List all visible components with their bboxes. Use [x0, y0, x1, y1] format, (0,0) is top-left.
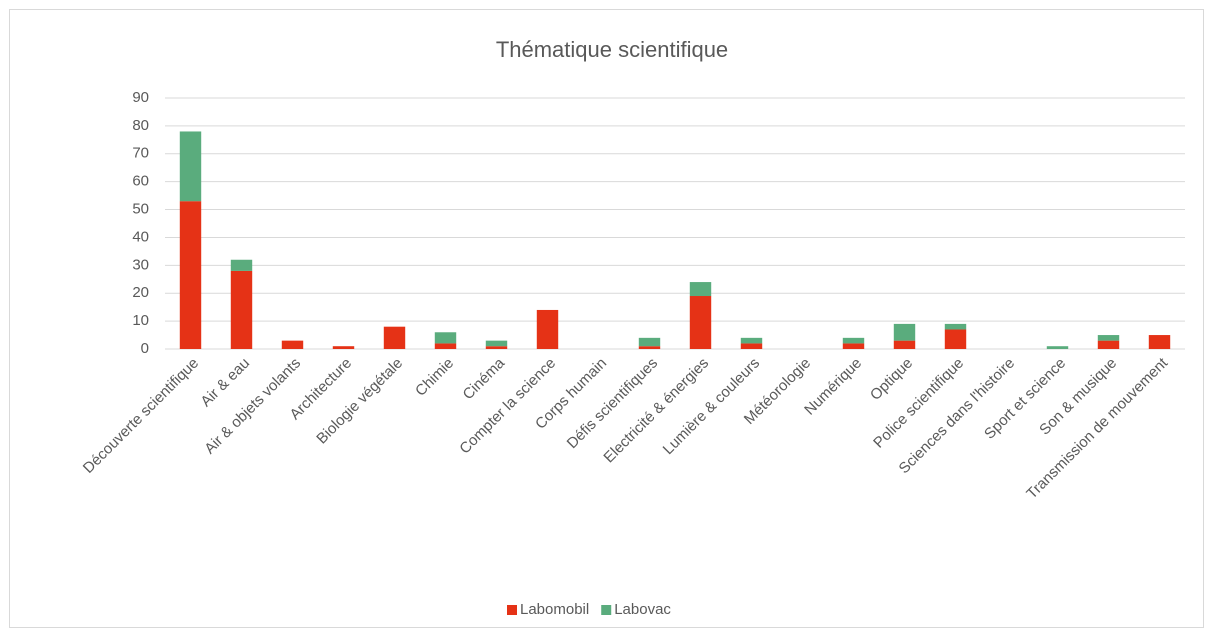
chart-frame: [9, 9, 1204, 628]
legend-label: Labovac: [614, 601, 671, 618]
y-tick-label: 70: [132, 145, 149, 162]
legend-swatch: [507, 605, 517, 615]
bar-segment: [434, 332, 457, 344]
bar-segment: [893, 340, 916, 349]
bar-segment: [230, 259, 253, 271]
bar-segment: [179, 201, 202, 349]
bar-segment: [1046, 346, 1069, 349]
bar-segment: [179, 131, 202, 202]
bar-segment: [1097, 340, 1120, 349]
bar-segment: [1097, 335, 1120, 341]
bar-segment: [485, 340, 508, 347]
bar-segment: [485, 346, 508, 349]
y-tick-label: 40: [132, 228, 149, 245]
bar-segment: [740, 337, 763, 344]
bar-segment: [893, 323, 916, 341]
y-tick-label: 0: [141, 340, 149, 357]
bar-segment: [383, 326, 406, 349]
bar-segment: [689, 296, 712, 349]
y-tick-label: 10: [132, 312, 149, 329]
bar-segment: [536, 309, 559, 349]
y-tick-label: 80: [132, 117, 149, 134]
bar-segment: [638, 337, 661, 347]
y-tick-label: 60: [132, 173, 149, 190]
y-tick-label: 30: [132, 256, 149, 273]
bar-segment: [434, 343, 457, 349]
bar-segment: [332, 346, 355, 349]
bar-segment: [230, 270, 253, 349]
legend-label: Labomobil: [520, 601, 589, 618]
bar-segment: [944, 323, 967, 330]
bar-segment: [842, 337, 865, 344]
bar-segment: [740, 343, 763, 349]
legend-swatch: [601, 605, 612, 615]
bar-segment: [1148, 335, 1171, 349]
chart-title: Thématique scientifique: [496, 37, 728, 62]
y-tick-label: 50: [132, 201, 149, 218]
bar-segment: [842, 343, 865, 349]
bar-segment: [638, 346, 661, 349]
bar-segment: [689, 282, 712, 297]
y-tick-label: 90: [132, 89, 149, 106]
bar-segment: [944, 329, 967, 349]
y-tick-label: 20: [132, 284, 149, 301]
bar-segment: [281, 340, 304, 349]
